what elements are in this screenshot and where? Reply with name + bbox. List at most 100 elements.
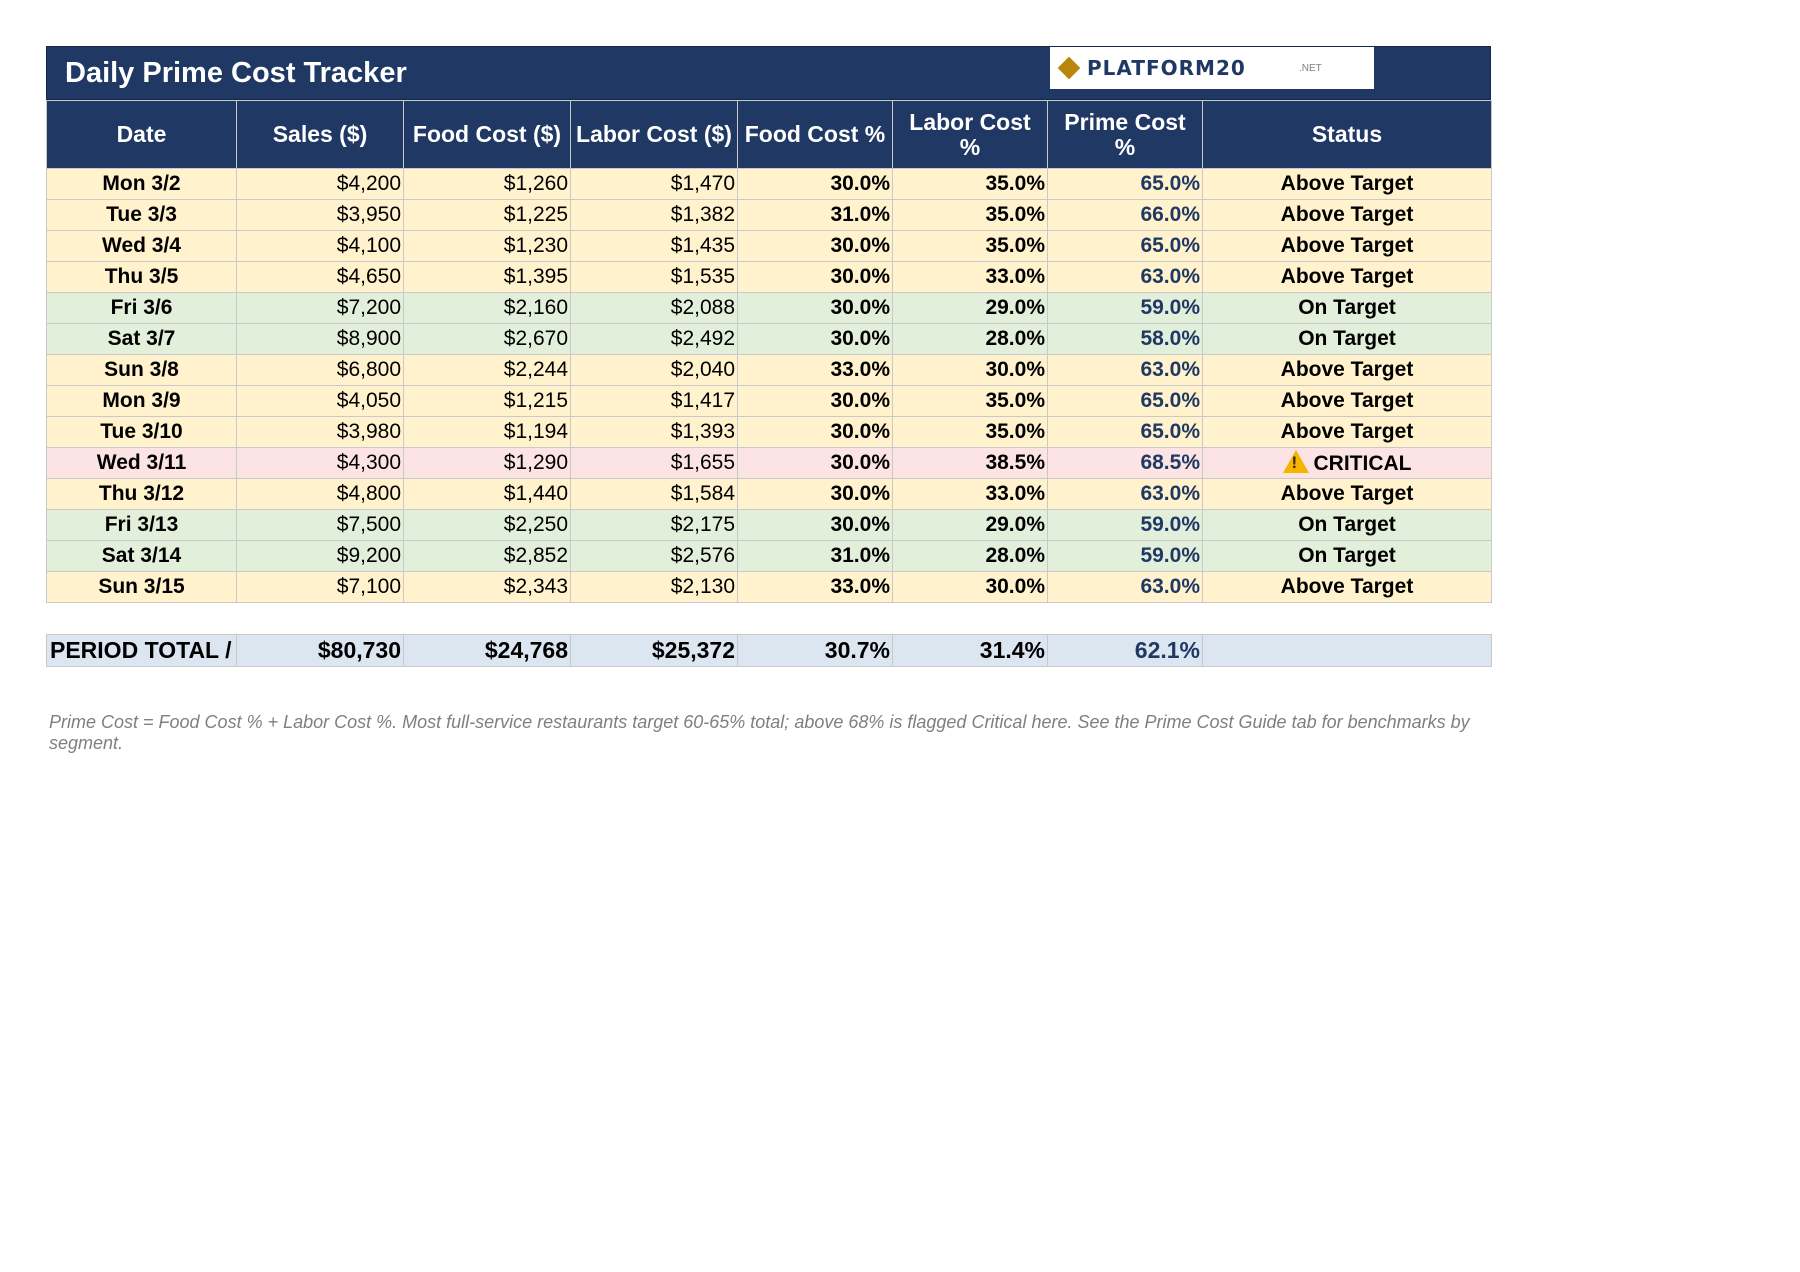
column-header-prime-cost-pct[interactable]: Prime Cost % [1047,100,1203,169]
cell-labor-cost-pct[interactable]: 35.0% [892,168,1048,200]
cell-status[interactable]: Above Target [1202,261,1492,293]
cell-prime-cost-pct[interactable]: 59.0% [1047,540,1203,572]
cell-food-cost[interactable]: $2,343 [403,571,571,603]
cell-food-cost-pct[interactable]: 30.0% [737,168,893,200]
cell-status[interactable]: Above Target [1202,478,1492,510]
cell-sales[interactable]: $7,100 [236,571,404,603]
column-header-food-cost-pct[interactable]: Food Cost % [737,100,893,169]
total-sales[interactable]: $80,730 [236,634,404,667]
cell-prime-cost-pct[interactable]: 66.0% [1047,199,1203,231]
cell-prime-cost-pct[interactable]: 59.0% [1047,509,1203,541]
cell-date[interactable]: Sun 3/8 [46,354,237,386]
cell-labor-cost[interactable]: $1,417 [570,385,738,417]
cell-food-cost[interactable]: $1,260 [403,168,571,200]
cell-date[interactable]: Sat 3/7 [46,323,237,355]
cell-labor-cost-pct[interactable]: 29.0% [892,509,1048,541]
cell-food-cost[interactable]: $1,440 [403,478,571,510]
cell-labor-cost-pct[interactable]: 33.0% [892,478,1048,510]
column-header-date[interactable]: Date [46,100,237,169]
cell-sales[interactable]: $4,800 [236,478,404,510]
cell-food-cost[interactable]: $2,244 [403,354,571,386]
cell-prime-cost-pct[interactable]: 65.0% [1047,416,1203,448]
cell-labor-cost[interactable]: $1,535 [570,261,738,293]
cell-labor-cost-pct[interactable]: 28.0% [892,540,1048,572]
column-header-food-cost[interactable]: Food Cost ($) [403,100,571,169]
cell-status[interactable]: CRITICAL [1202,447,1492,479]
cell-food-cost-pct[interactable]: 30.0% [737,478,893,510]
cell-prime-cost-pct[interactable]: 63.0% [1047,478,1203,510]
cell-date[interactable]: Sat 3/14 [46,540,237,572]
cell-date[interactable]: Fri 3/6 [46,292,237,324]
cell-food-cost[interactable]: $1,290 [403,447,571,479]
cell-labor-cost-pct[interactable]: 28.0% [892,323,1048,355]
cell-food-cost-pct[interactable]: 30.0% [737,447,893,479]
cell-prime-cost-pct[interactable]: 59.0% [1047,292,1203,324]
cell-prime-cost-pct[interactable]: 65.0% [1047,230,1203,262]
total-food-cost-pct[interactable]: 30.7% [737,634,893,667]
cell-food-cost[interactable]: $1,194 [403,416,571,448]
cell-food-cost-pct[interactable]: 31.0% [737,540,893,572]
cell-labor-cost[interactable]: $2,130 [570,571,738,603]
cell-date[interactable]: Sun 3/15 [46,571,237,603]
cell-status[interactable]: Above Target [1202,168,1492,200]
cell-labor-cost[interactable]: $1,435 [570,230,738,262]
cell-prime-cost-pct[interactable]: 65.0% [1047,168,1203,200]
cell-sales[interactable]: $4,100 [236,230,404,262]
cell-date[interactable]: Mon 3/9 [46,385,237,417]
cell-status[interactable]: On Target [1202,509,1492,541]
cell-labor-cost[interactable]: $2,040 [570,354,738,386]
cell-prime-cost-pct[interactable]: 68.5% [1047,447,1203,479]
cell-labor-cost[interactable]: $1,393 [570,416,738,448]
cell-prime-cost-pct[interactable]: 63.0% [1047,354,1203,386]
cell-labor-cost[interactable]: $2,576 [570,540,738,572]
total-labor-cost-pct[interactable]: 31.4% [892,634,1048,667]
cell-sales[interactable]: $7,500 [236,509,404,541]
cell-food-cost-pct[interactable]: 30.0% [737,323,893,355]
cell-food-cost-pct[interactable]: 30.0% [737,230,893,262]
cell-sales[interactable]: $8,900 [236,323,404,355]
cell-prime-cost-pct[interactable]: 58.0% [1047,323,1203,355]
cell-food-cost[interactable]: $1,215 [403,385,571,417]
cell-date[interactable]: Mon 3/2 [46,168,237,200]
cell-sales[interactable]: $3,950 [236,199,404,231]
cell-status[interactable]: On Target [1202,292,1492,324]
cell-date[interactable]: Tue 3/3 [46,199,237,231]
cell-labor-cost-pct[interactable]: 30.0% [892,571,1048,603]
cell-labor-cost-pct[interactable]: 29.0% [892,292,1048,324]
cell-food-cost[interactable]: $2,852 [403,540,571,572]
cell-labor-cost[interactable]: $1,655 [570,447,738,479]
cell-food-cost-pct[interactable]: 30.0% [737,416,893,448]
cell-date[interactable]: Thu 3/5 [46,261,237,293]
cell-food-cost-pct[interactable]: 30.0% [737,509,893,541]
cell-food-cost-pct[interactable]: 30.0% [737,261,893,293]
cell-food-cost[interactable]: $2,670 [403,323,571,355]
cell-date[interactable]: Fri 3/13 [46,509,237,541]
total-prime-cost-pct[interactable]: 62.1% [1047,634,1203,667]
cell-food-cost-pct[interactable]: 31.0% [737,199,893,231]
cell-food-cost[interactable]: $1,225 [403,199,571,231]
cell-labor-cost-pct[interactable]: 33.0% [892,261,1048,293]
cell-sales[interactable]: $4,200 [236,168,404,200]
column-header-status[interactable]: Status [1202,100,1492,169]
cell-labor-cost-pct[interactable]: 35.0% [892,416,1048,448]
cell-labor-cost-pct[interactable]: 35.0% [892,230,1048,262]
cell-date[interactable]: Wed 3/4 [46,230,237,262]
cell-food-cost[interactable]: $2,160 [403,292,571,324]
cell-labor-cost-pct[interactable]: 38.5% [892,447,1048,479]
total-status[interactable] [1202,634,1492,667]
cell-labor-cost[interactable]: $2,088 [570,292,738,324]
cell-labor-cost[interactable]: $1,382 [570,199,738,231]
cell-sales[interactable]: $7,200 [236,292,404,324]
cell-status[interactable]: On Target [1202,540,1492,572]
cell-food-cost-pct[interactable]: 33.0% [737,571,893,603]
cell-food-cost-pct[interactable]: 30.0% [737,385,893,417]
column-header-labor-cost-pct[interactable]: Labor Cost % [892,100,1048,169]
total-food-cost[interactable]: $24,768 [403,634,571,667]
cell-date[interactable]: Tue 3/10 [46,416,237,448]
cell-labor-cost[interactable]: $2,175 [570,509,738,541]
cell-date[interactable]: Thu 3/12 [46,478,237,510]
cell-status[interactable]: Above Target [1202,571,1492,603]
cell-sales[interactable]: $3,980 [236,416,404,448]
cell-sales[interactable]: $9,200 [236,540,404,572]
cell-labor-cost[interactable]: $1,470 [570,168,738,200]
